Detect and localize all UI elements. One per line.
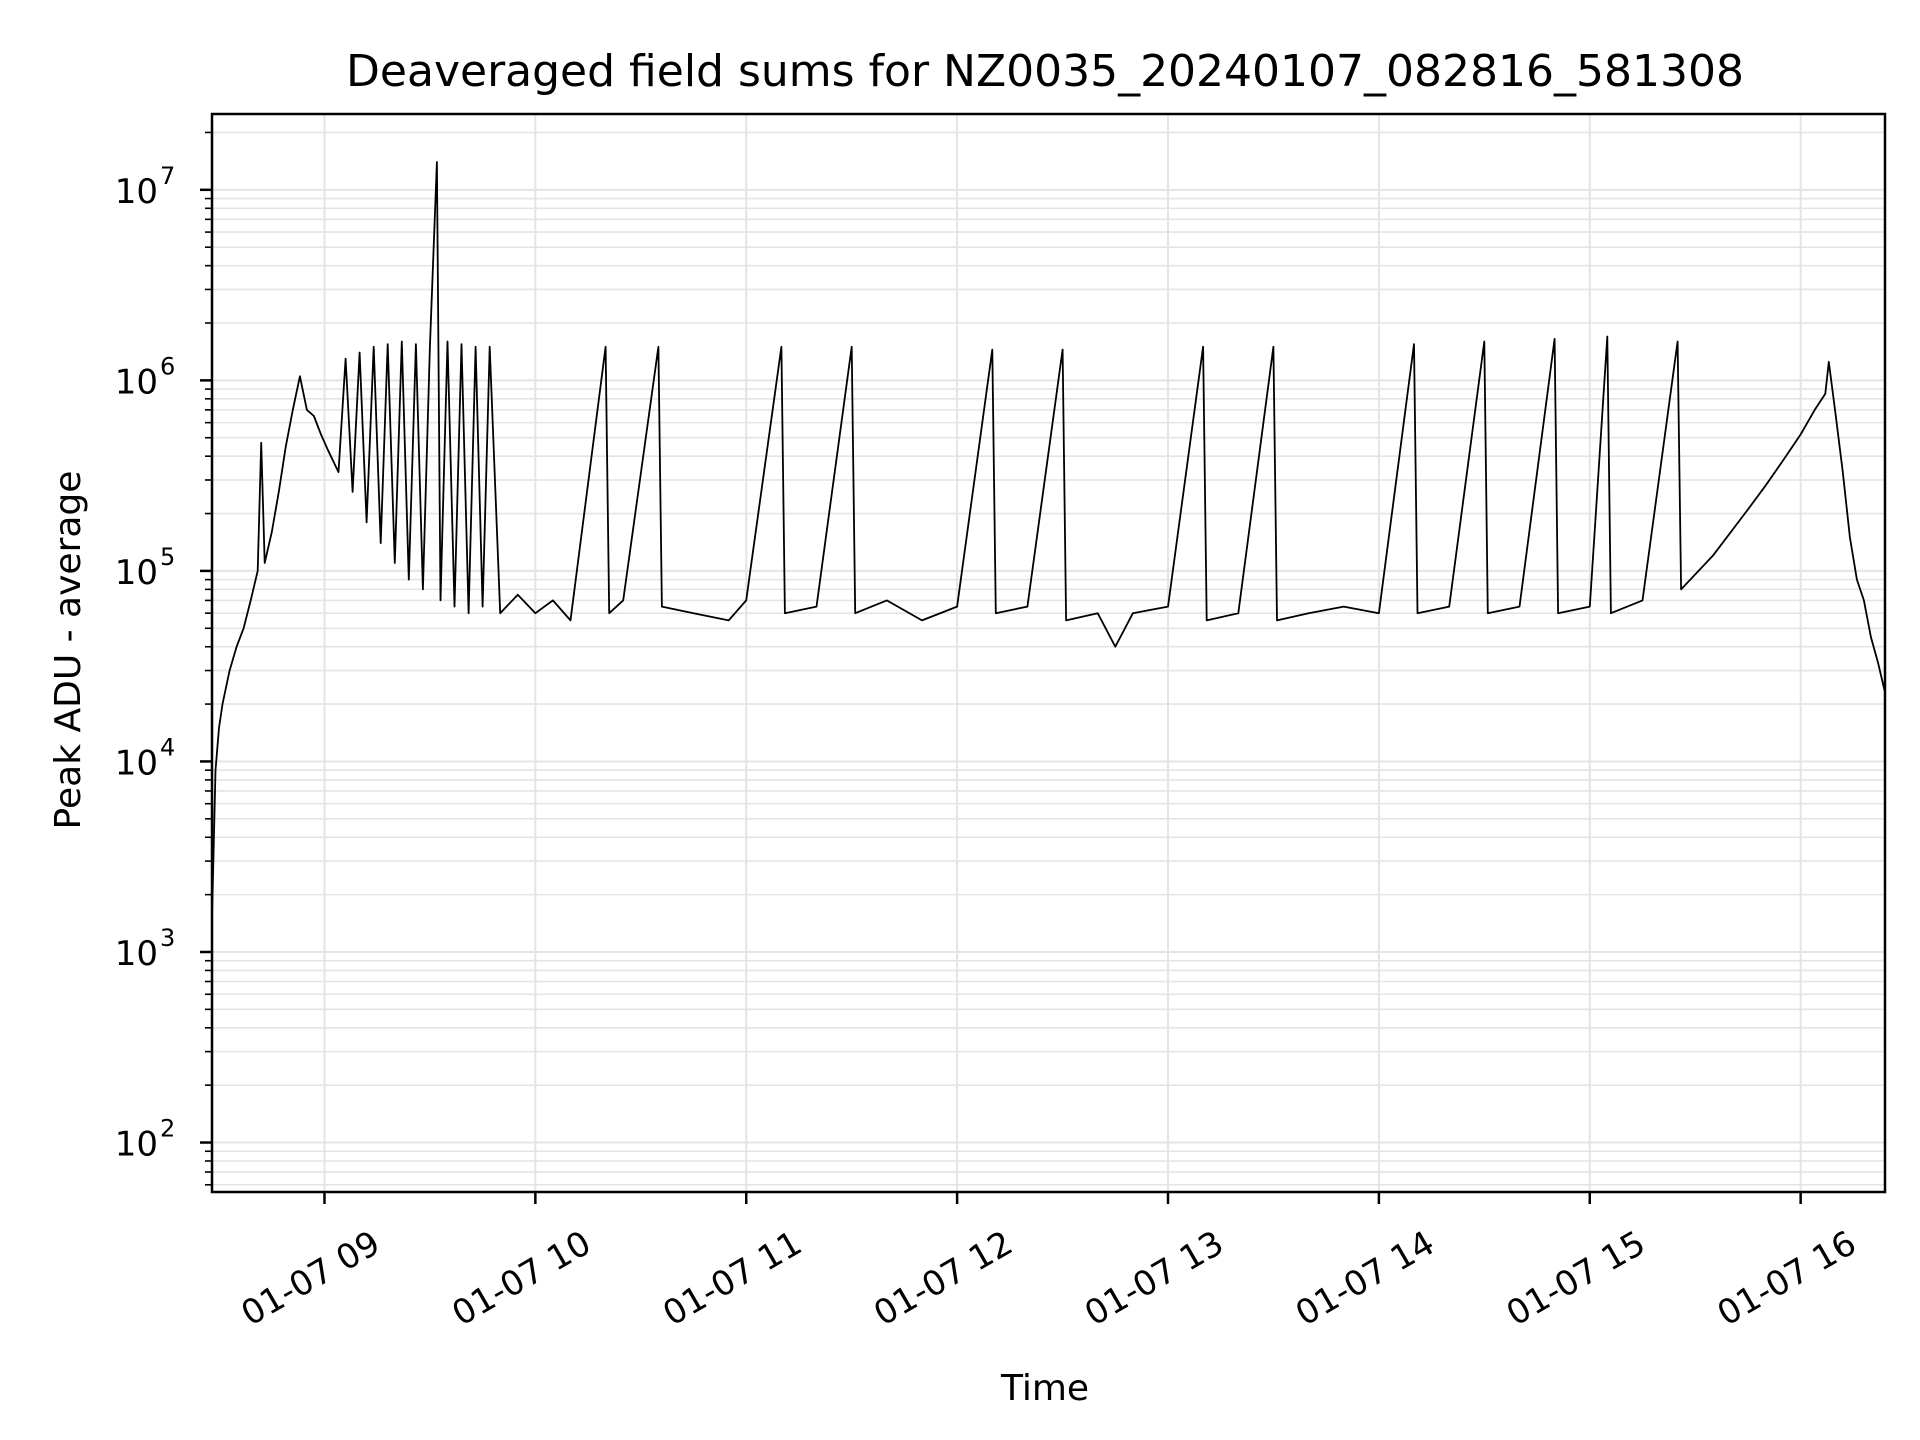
x-tick-label: 01-07 09 bbox=[235, 1223, 387, 1334]
y-tick-label: 10 bbox=[115, 172, 158, 212]
chart-title: Deaveraged field sums for NZ0035_2024010… bbox=[346, 46, 1744, 97]
x-axis-label: Time bbox=[1000, 1368, 1089, 1409]
y-tick-label: 10 bbox=[115, 553, 158, 593]
y-tick-exponent: 5 bbox=[160, 543, 175, 571]
y-tick-label: 10 bbox=[115, 743, 158, 783]
y-axis-label: Peak ADU - average bbox=[48, 471, 89, 830]
series-line bbox=[211, 161, 1886, 919]
y-tick-exponent: 4 bbox=[160, 733, 175, 761]
x-tick-label: 01-07 11 bbox=[656, 1223, 808, 1334]
series-layer bbox=[211, 161, 1886, 919]
y-tick-label: 10 bbox=[115, 934, 158, 974]
x-tick-label: 01-07 15 bbox=[1500, 1223, 1652, 1334]
y-tick-exponent: 3 bbox=[160, 924, 175, 952]
y-tick-exponent: 7 bbox=[160, 162, 175, 190]
x-tick-label: 01-07 12 bbox=[867, 1223, 1019, 1334]
x-tick-label: 01-07 16 bbox=[1711, 1223, 1863, 1334]
y-tick-exponent: 6 bbox=[160, 352, 175, 380]
x-tick-label: 01-07 14 bbox=[1289, 1223, 1441, 1334]
plot-frame bbox=[210, 112, 1887, 1194]
y-tick-label: 10 bbox=[115, 1125, 158, 1165]
x-tick-label: 01-07 10 bbox=[445, 1223, 597, 1334]
grid-lines bbox=[212, 114, 1885, 1192]
y-tick-label: 10 bbox=[115, 362, 158, 402]
y-tick-exponent: 2 bbox=[160, 1115, 175, 1143]
x-tick-label: 01-07 13 bbox=[1078, 1223, 1230, 1334]
x-ticks: 01-07 09 01-07 10 01-07 11 01-07 12 01-07 13… bbox=[235, 1192, 1863, 1334]
